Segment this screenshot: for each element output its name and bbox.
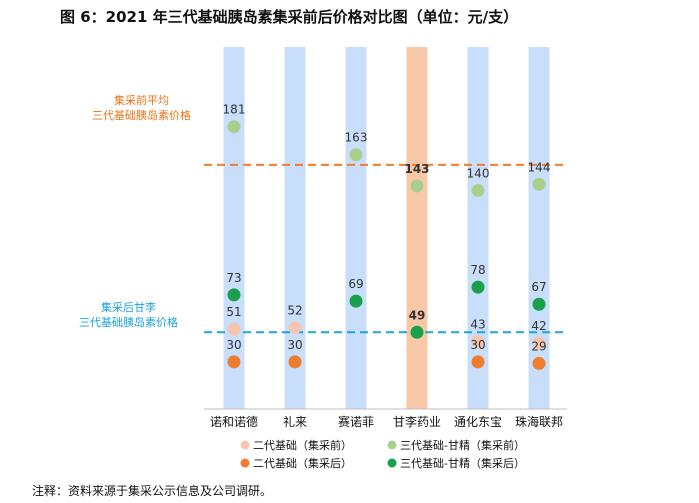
- category-bar: [406, 47, 428, 409]
- legend-label: 三代基础-甘精（集采前）: [400, 438, 525, 452]
- data-point: [532, 177, 546, 191]
- data-point: [227, 322, 241, 336]
- data-label: 181: [223, 103, 246, 117]
- data-point: [349, 148, 363, 162]
- category-bar: [223, 47, 245, 409]
- legend-label: 三代基础-甘精（集采后）: [400, 456, 525, 470]
- legend-label: 二代基础（集采前）: [253, 438, 352, 452]
- data-label: 30: [287, 338, 302, 352]
- data-point: [227, 288, 241, 302]
- data-point: [532, 356, 546, 370]
- data-point: [532, 336, 546, 350]
- data-label: 163: [345, 131, 368, 145]
- data-label: 43: [470, 318, 485, 332]
- x-tick-label: 礼来: [283, 414, 307, 429]
- data-label: 73: [226, 271, 241, 285]
- chart-title: 图 6：2021 年三代基础胰岛素集采前后价格对比图（单位：元/支）: [60, 8, 519, 26]
- legend-marker: [240, 440, 250, 450]
- data-label: 144: [528, 160, 551, 174]
- data-point: [471, 355, 485, 369]
- data-point: [288, 355, 302, 369]
- data-label: 42: [531, 319, 546, 333]
- legend-marker: [387, 440, 397, 450]
- data-point: [227, 355, 241, 369]
- data-point: [227, 120, 241, 134]
- pre-average-annotation: 集采前平均 三代基础胰岛素价格: [92, 93, 191, 123]
- category-bar: [284, 47, 306, 409]
- post-ganli-annotation-line2: 三代基础胰岛素价格: [79, 316, 178, 329]
- category-bar: [467, 47, 489, 409]
- post-ganli-annotation: 集采后甘李 三代基础胰岛素价格: [79, 300, 178, 330]
- legend-label: 二代基础（集采后）: [253, 456, 352, 470]
- x-tick-label: 赛诺菲: [338, 414, 374, 429]
- data-label: 51: [226, 305, 241, 319]
- data-label: 49: [409, 308, 426, 322]
- data-point: [410, 179, 424, 193]
- x-tick-label: 珠海联邦: [515, 414, 563, 429]
- data-point: [410, 325, 424, 339]
- data-point: [349, 294, 363, 308]
- data-point: [471, 184, 485, 198]
- legend-marker: [387, 458, 397, 468]
- category-bar: [528, 47, 550, 409]
- data-point: [288, 321, 302, 335]
- data-point: [471, 335, 485, 349]
- x-tick-label: 甘李药业: [393, 414, 441, 429]
- data-label: 69: [348, 277, 363, 291]
- data-label: 30: [470, 338, 485, 352]
- data-label: 78: [470, 263, 485, 277]
- data-label: 143: [404, 162, 429, 176]
- x-tick-label: 通化东宝: [454, 415, 502, 429]
- data-point: [532, 297, 546, 311]
- category-bar: [345, 47, 367, 409]
- data-label: 29: [531, 339, 546, 353]
- data-point: [471, 280, 485, 294]
- legend-marker: [240, 458, 250, 468]
- source-note: 注释：资料来源于集采公示信息及公司调研。: [32, 484, 273, 498]
- post-ganli-annotation-line1: 集采后甘李: [101, 301, 156, 314]
- data-label: 67: [531, 280, 546, 294]
- pre-average-annotation-line2: 三代基础胰岛素价格: [92, 109, 191, 122]
- data-label: 30: [226, 338, 241, 352]
- pre-average-annotation-line1: 集采前平均: [114, 94, 169, 107]
- x-tick-label: 诺和诺德: [210, 414, 258, 429]
- data-label: 140: [467, 167, 490, 181]
- data-label: 52: [287, 304, 302, 318]
